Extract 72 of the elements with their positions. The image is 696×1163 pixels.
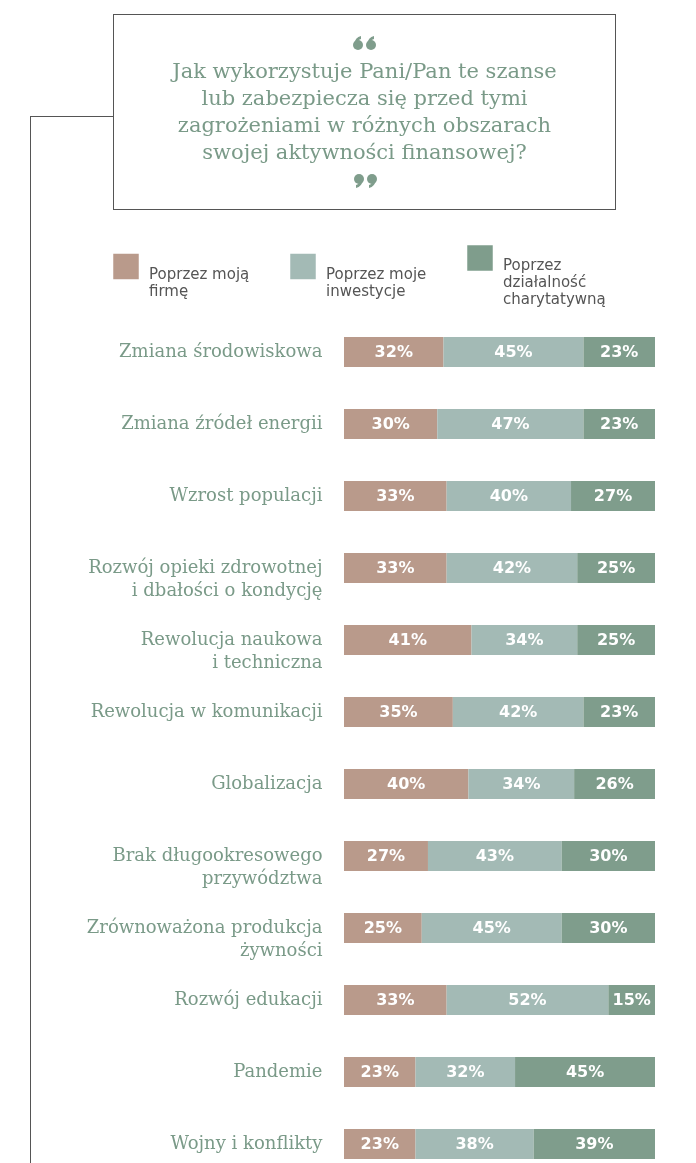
- bar: [344, 768, 469, 800]
- data-label: 40%: [489, 486, 528, 505]
- data-label: 30%: [371, 414, 410, 433]
- data-label: 25%: [596, 558, 636, 577]
- data-label: 33%: [376, 990, 415, 1009]
- data-label: 34%: [502, 774, 541, 793]
- y-tick-label: Wzrost populacji: [169, 484, 323, 505]
- data-label: 33%: [376, 486, 415, 505]
- bar: [452, 696, 584, 728]
- y-tick-label: Rozwój edukacji: [174, 988, 323, 1009]
- data-label: 43%: [475, 846, 514, 865]
- data-label: 25%: [363, 918, 403, 937]
- data-label: 42%: [492, 558, 532, 577]
- legend-label: Poprzez moją firmę: [149, 264, 250, 300]
- y-tick-label: Rewolucja w komunikacji: [90, 700, 323, 721]
- data-label: 52%: [508, 990, 547, 1009]
- bar: [344, 336, 444, 368]
- data-label: 30%: [589, 846, 628, 865]
- data-label: 33%: [376, 558, 415, 577]
- y-tick-label: Rozwój opieki zdrowotnej i dbałości o kondycję: [88, 556, 323, 600]
- data-label: 32%: [374, 342, 413, 361]
- bar: [344, 480, 447, 512]
- bar: [446, 480, 572, 512]
- bar: [415, 1128, 534, 1160]
- data-label: 45%: [565, 1062, 605, 1081]
- y-tick-label: Rewolucja naukowa i techniczna: [140, 628, 323, 672]
- bar: [344, 552, 447, 584]
- data-label: 27%: [366, 846, 406, 865]
- data-label: 47%: [491, 414, 530, 433]
- legend-label: Poprzez działalność charytatywną: [503, 256, 606, 308]
- bar: [515, 1056, 655, 1088]
- data-label: 30%: [589, 918, 628, 937]
- y-tick-label: Brak długookresowego przywództwa: [112, 844, 323, 888]
- bar: [344, 984, 447, 1016]
- data-label: 45%: [472, 918, 511, 937]
- y-tick-label: Zmiana źródeł energii: [121, 412, 323, 433]
- data-label: 40%: [387, 774, 426, 793]
- y-tick-label: Zrównoważona produkcja żywności: [86, 916, 323, 960]
- bar: [446, 984, 609, 1016]
- data-label: 23%: [360, 1062, 399, 1081]
- chart-title: Jak wykorzystuje Pani/Pan te szanse lub zabezpiecza się przed tymi zagrożeniami w różnych obszarach swojej aktywności finansowej?: [169, 58, 558, 166]
- data-label: 41%: [388, 630, 427, 649]
- bar: [468, 768, 575, 800]
- y-tick-label: Pandemie: [233, 1060, 323, 1081]
- data-label: 23%: [600, 342, 639, 361]
- bar: [471, 624, 578, 656]
- data-label: 45%: [494, 342, 533, 361]
- bar: [446, 552, 578, 584]
- y-tick-label: Zmiana środowiskowa: [119, 340, 323, 361]
- data-label: 23%: [360, 1134, 399, 1153]
- data-label: 35%: [379, 702, 418, 721]
- data-label: 34%: [505, 630, 544, 649]
- data-label: 23%: [600, 414, 639, 433]
- bar: [344, 696, 453, 728]
- data-label: 23%: [600, 702, 639, 721]
- data-label: 15%: [612, 990, 651, 1009]
- bar: [344, 624, 472, 656]
- y-tick-label: Globalizacja: [211, 772, 323, 793]
- legend-label: Poprzez moje inwestycje: [326, 264, 427, 300]
- data-label: 27%: [593, 486, 633, 505]
- data-label: 32%: [446, 1062, 485, 1081]
- bar: [533, 1128, 655, 1160]
- data-label: 38%: [455, 1134, 494, 1153]
- data-label: 26%: [595, 774, 634, 793]
- bar: [443, 336, 584, 368]
- y-tick-label: Wojny i konflikty: [170, 1132, 324, 1153]
- bar: [421, 912, 562, 944]
- data-label: 39%: [575, 1134, 614, 1153]
- data-label: 25%: [596, 630, 636, 649]
- data-label: 42%: [499, 702, 538, 721]
- bar: [427, 840, 562, 872]
- bar: [437, 408, 584, 440]
